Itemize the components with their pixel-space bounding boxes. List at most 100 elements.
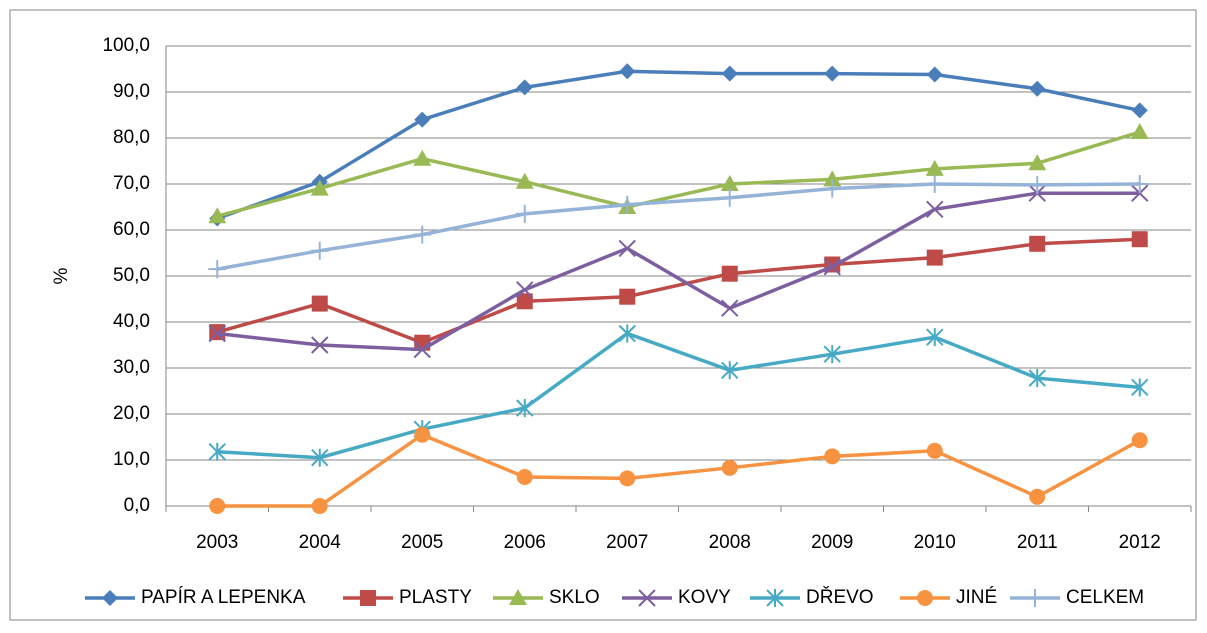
y-tick-label: 50,0: [113, 265, 150, 286]
x-tick-label: 2005: [401, 532, 443, 553]
marker: [509, 589, 527, 605]
marker: [1029, 80, 1046, 97]
series-line: [217, 432, 1141, 508]
marker: [516, 399, 534, 418]
marker: [926, 442, 943, 459]
marker: [721, 361, 739, 380]
chart-frame: [9, 9, 1197, 621]
legend-label: PLASTY: [399, 587, 472, 608]
marker: [208, 324, 226, 343]
x-tick-label: 2003: [196, 532, 238, 553]
marker: [516, 293, 533, 310]
marker: [823, 258, 841, 276]
marker: [619, 63, 636, 80]
y-tick-label: 20,0: [113, 403, 150, 424]
marker: [414, 111, 431, 128]
series-line: [216, 182, 1140, 271]
marker: [721, 265, 738, 282]
marker: [1029, 488, 1046, 505]
marker: [1028, 369, 1046, 388]
marker: [1130, 175, 1149, 193]
marker: [618, 324, 636, 343]
marker: [721, 299, 739, 317]
marker: [917, 590, 933, 606]
marker: [209, 498, 226, 514]
marker: [823, 179, 842, 198]
marker: [1131, 378, 1149, 397]
series-line: [216, 69, 1141, 221]
marker: [1130, 123, 1149, 140]
y-tick-label: 90,0: [113, 81, 150, 102]
marker: [1028, 175, 1047, 194]
marker: [925, 175, 944, 193]
y-tick-label: 10,0: [113, 449, 150, 470]
marker: [925, 159, 944, 176]
x-tick-label: 2007: [606, 532, 648, 553]
y-axis-label: %: [51, 267, 72, 284]
legend-label: KOVY: [678, 587, 731, 608]
marker: [824, 448, 841, 465]
marker: [311, 295, 328, 312]
legend-label: JINÉ: [956, 587, 997, 608]
marker: [102, 590, 118, 606]
x-tick-label: 2011: [1017, 532, 1058, 553]
legend-label: PAPÍR A LEPENKA: [141, 587, 306, 608]
marker: [311, 448, 329, 467]
marker: [1131, 432, 1148, 449]
marker: [926, 200, 944, 219]
marker: [823, 345, 841, 364]
marker: [515, 204, 534, 223]
marker: [310, 179, 329, 196]
marker: [721, 65, 738, 82]
x-tick-label: 2008: [709, 532, 751, 553]
legend-label: CELKEM: [1066, 587, 1144, 608]
marker: [516, 281, 534, 299]
marker: [1028, 154, 1047, 171]
marker: [1131, 231, 1148, 248]
marker: [516, 79, 533, 96]
series-line: [217, 191, 1140, 352]
x-tick-label: 2006: [504, 532, 546, 553]
marker: [360, 590, 376, 606]
y-tick-label: 80,0: [113, 127, 150, 148]
marker: [720, 175, 739, 191]
series-line: [217, 331, 1140, 460]
x-tick-label: 2010: [914, 532, 956, 553]
marker: [926, 66, 943, 83]
y-tick-label: 30,0: [113, 357, 150, 378]
marker: [1131, 102, 1148, 119]
x-tick-label: 2009: [811, 532, 853, 553]
marker: [414, 426, 431, 443]
marker: [824, 65, 841, 82]
y-tick-label: 70,0: [113, 173, 150, 194]
marker: [515, 172, 534, 189]
marker: [823, 170, 842, 187]
marker: [1029, 235, 1046, 252]
marker: [619, 470, 636, 487]
marker: [618, 195, 637, 214]
marker: [638, 589, 656, 607]
marker: [721, 459, 738, 476]
y-tick-label: 100,0: [102, 35, 150, 56]
series-line: [216, 130, 1141, 218]
marker: [311, 336, 329, 354]
marker: [1026, 589, 1044, 607]
marker: [310, 241, 329, 260]
marker: [413, 149, 432, 166]
series-line: [216, 237, 1140, 345]
x-tick-label: 2004: [299, 532, 342, 553]
y-tick-label: 60,0: [113, 219, 150, 240]
y-tick-label: 0,0: [124, 495, 150, 516]
legend-label: SKLO: [549, 587, 600, 608]
marker: [311, 498, 328, 514]
marker: [413, 225, 432, 244]
legend-label: DŘEVO: [806, 586, 874, 608]
marker: [926, 328, 944, 347]
marker: [413, 340, 431, 359]
marker: [720, 188, 739, 207]
marker: [926, 249, 943, 266]
y-tick-label: 40,0: [113, 311, 150, 332]
marker: [208, 260, 227, 279]
marker: [618, 239, 636, 258]
